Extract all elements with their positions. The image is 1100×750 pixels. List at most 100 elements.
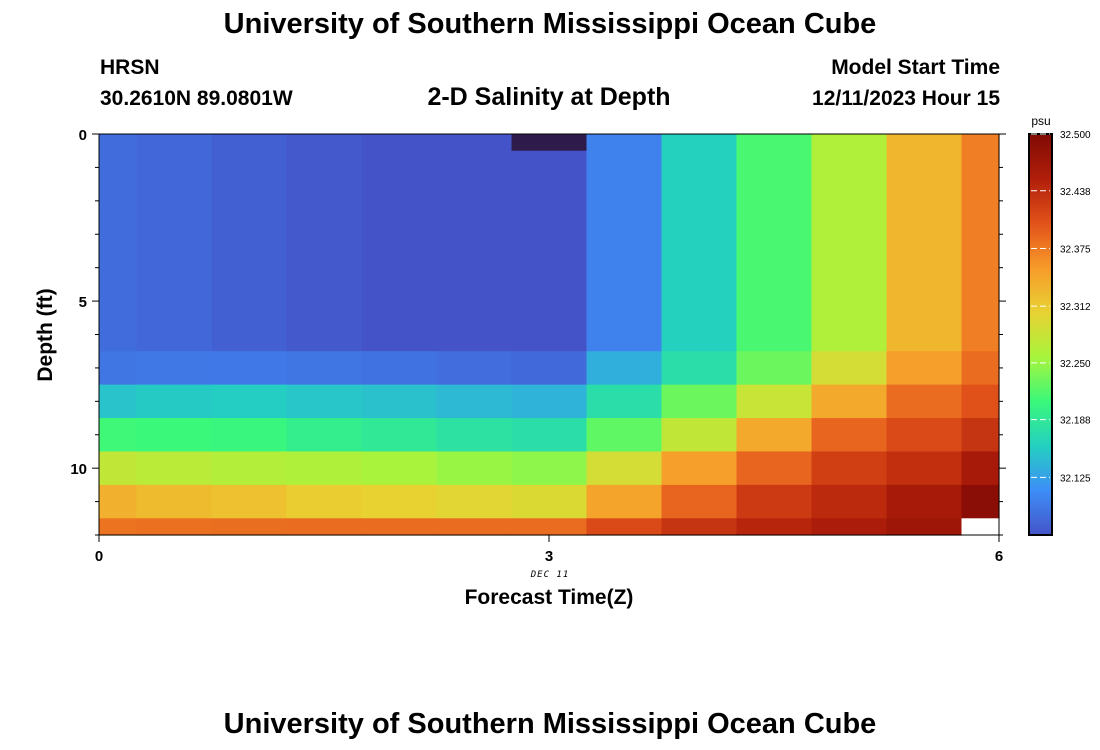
heatmap-cell <box>811 451 888 486</box>
colorbar-tick-label: 32.438 <box>1060 187 1091 198</box>
heatmap-cell <box>286 518 363 536</box>
heatmap-cell <box>211 518 288 536</box>
heatmap-cell <box>286 418 363 453</box>
heatmap-cell <box>661 351 738 386</box>
heatmap-cell <box>661 451 738 486</box>
colorbar-tick-label: 32.250 <box>1060 359 1091 370</box>
heatmap-cell <box>736 134 813 352</box>
heatmap-cell <box>436 451 513 486</box>
y-tick-label: 5 <box>79 294 87 311</box>
heatmap-cell <box>286 384 363 419</box>
heatmap-cell <box>436 518 513 536</box>
colorbar-unit: psu <box>1031 114 1050 128</box>
y-axis: 0 5 10 <box>70 127 1006 536</box>
heatmap-cell <box>811 351 888 386</box>
heatmap-cell <box>361 351 438 386</box>
heatmap-cell <box>511 418 588 453</box>
heatmap-cell <box>436 484 513 519</box>
heatmap-cell <box>661 134 738 352</box>
heatmap-cell <box>211 134 288 352</box>
date-label: DEC 11 <box>530 570 570 580</box>
heatmap-cell <box>436 384 513 419</box>
heatmap-cell <box>511 518 588 536</box>
heatmap-cell <box>286 451 363 486</box>
heatmap-cell <box>286 484 363 519</box>
heatmap-cell <box>211 451 288 486</box>
heatmap-cell <box>586 484 663 519</box>
heatmap-cell <box>586 384 663 419</box>
heatmap-cell <box>961 384 1000 419</box>
heatmap-cell <box>361 418 438 453</box>
heatmap-cell <box>286 134 363 352</box>
y-tick-label: 10 <box>70 461 87 478</box>
heatmap-cell <box>99 134 138 352</box>
heatmap-cell <box>886 134 963 352</box>
heatmap-cell <box>661 418 738 453</box>
colorbar-tick-label: 32.500 <box>1060 130 1091 141</box>
footer-title: University of Southern Mississippi Ocean… <box>223 708 877 740</box>
heatmap-cell <box>811 518 888 536</box>
salinity-heatmap: 0 5 10 0 3 6 DEC 11 Forecast Time(Z) Depth (… <box>34 114 1091 609</box>
heatmap-cell <box>886 384 963 419</box>
heatmap-cell <box>136 384 213 419</box>
heatmap-cell <box>99 484 138 519</box>
heatmap-cell <box>586 451 663 486</box>
colorbar-tick-label: 32.375 <box>1060 244 1091 255</box>
heatmap-cell <box>886 518 963 536</box>
colorbar <box>1028 133 1053 536</box>
model-start-time: 12/11/2023 Hour 15 <box>812 87 1000 110</box>
y-axis-label: Depth (ft) <box>34 288 57 381</box>
model-start-label: Model Start Time <box>831 56 1000 79</box>
heatmap-cell <box>211 484 288 519</box>
heatmap-cell <box>511 451 588 486</box>
heatmap-cell <box>736 351 813 386</box>
x-tick-label: 0 <box>95 548 103 565</box>
heatmap-cell <box>586 351 663 386</box>
station-name: HRSN <box>100 56 160 79</box>
heatmap-cell <box>361 134 438 352</box>
heatmap-cell <box>361 518 438 536</box>
heatmap-cell <box>961 418 1000 453</box>
heatmap-cell <box>736 418 813 453</box>
heatmap-cell <box>511 484 588 519</box>
station-coords: 30.2610N 89.0801W <box>100 87 293 110</box>
colorbar-ticks: 32.500 32.438 32.375 32.312 32.250 32.188 32.1… <box>1031 130 1091 484</box>
heatmap-cell <box>436 351 513 386</box>
heatmap-cell <box>361 384 438 419</box>
heatmap-cell <box>211 351 288 386</box>
heatmap-cell <box>436 418 513 453</box>
heatmap-cell <box>886 484 963 519</box>
heatmap-cell <box>961 451 1000 486</box>
heatmap-cell <box>811 384 888 419</box>
heatmap-cell <box>136 134 213 352</box>
heatmap-cell <box>961 518 1000 536</box>
heatmap-cell <box>661 518 738 536</box>
heatmap-cell <box>511 384 588 419</box>
heatmap-cell <box>736 451 813 486</box>
heatmap-cell <box>886 418 963 453</box>
heatmap-cell <box>136 418 213 453</box>
heatmap-cell <box>661 384 738 419</box>
heatmap-cell <box>586 518 663 536</box>
heatmap-cell <box>286 351 363 386</box>
heatmap-cell <box>961 351 1000 386</box>
heatmap-cell <box>961 134 1000 352</box>
heatmap-cell <box>361 484 438 519</box>
heatmap-cell <box>436 134 513 352</box>
heatmap-cell <box>661 484 738 519</box>
heatmap-cell <box>811 484 888 519</box>
heatmap-cell <box>886 351 963 386</box>
heatmap-cell <box>99 518 138 536</box>
y-tick-label: 0 <box>79 127 87 144</box>
colorbar-tick-label: 32.188 <box>1060 416 1091 427</box>
heatmap-cell <box>99 451 138 486</box>
heatmap-cell <box>811 134 888 352</box>
page-title: University of Southern Mississippi Ocean… <box>223 8 877 40</box>
heatmap-cell <box>736 484 813 519</box>
heatmap-cell <box>586 134 663 352</box>
x-axis-label: Forecast Time(Z) <box>465 586 634 609</box>
colorbar-tick-label: 32.125 <box>1060 473 1091 484</box>
heatmap-cell <box>99 418 138 453</box>
heatmap-cell <box>99 351 138 386</box>
heatmap-cell <box>136 351 213 386</box>
